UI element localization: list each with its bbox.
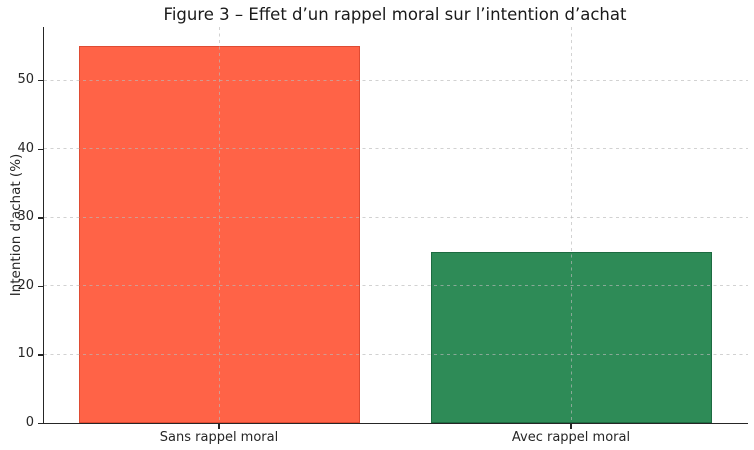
- y-tick-label: 30: [17, 209, 34, 225]
- y-tick-mark: [38, 217, 43, 219]
- x-tick-mark: [570, 424, 572, 429]
- y-tick-mark: [38, 354, 43, 356]
- x-gridline: [219, 27, 221, 424]
- x-gridline: [571, 27, 573, 424]
- y-gridline: [43, 216, 748, 218]
- y-gridline: [43, 285, 748, 287]
- y-tick-label: 10: [17, 346, 34, 362]
- chart-title: Figure 3 – Effet d’un rappel moral sur l…: [163, 5, 627, 24]
- x-tick-label-sans-rappel-moral: Sans rappel moral: [159, 430, 279, 445]
- y-tick-mark: [38, 80, 43, 82]
- y-tick-mark: [38, 423, 43, 425]
- y-tick-label: 50: [17, 72, 34, 88]
- y-tick-label: 0: [25, 415, 34, 430]
- x-tick-label-avec-rappel-moral: Avec rappel moral: [511, 430, 631, 445]
- y-tick-label: 20: [17, 277, 34, 293]
- y-tick-label: 40: [17, 140, 34, 156]
- y-gridline: [43, 79, 748, 81]
- y-gridline: [43, 353, 748, 355]
- x-tick-mark: [218, 424, 220, 429]
- plot-area: [42, 27, 748, 425]
- grid-layer: [43, 27, 748, 424]
- y-tick-mark: [38, 285, 43, 288]
- y-tick-mark: [38, 148, 43, 150]
- y-gridline: [43, 148, 748, 150]
